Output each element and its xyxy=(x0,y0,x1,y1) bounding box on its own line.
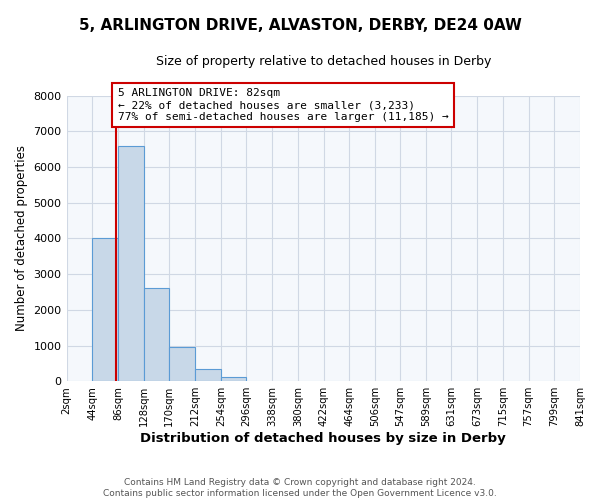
Bar xyxy=(143,288,169,381)
Bar xyxy=(195,370,221,381)
Bar xyxy=(118,146,143,381)
Bar xyxy=(92,238,118,381)
Bar xyxy=(169,348,195,381)
Bar xyxy=(221,377,247,381)
Text: Contains HM Land Registry data © Crown copyright and database right 2024.
Contai: Contains HM Land Registry data © Crown c… xyxy=(103,478,497,498)
Text: 5 ARLINGTON DRIVE: 82sqm
← 22% of detached houses are smaller (3,233)
77% of sem: 5 ARLINGTON DRIVE: 82sqm ← 22% of detach… xyxy=(118,88,449,122)
Title: Size of property relative to detached houses in Derby: Size of property relative to detached ho… xyxy=(155,55,491,68)
Y-axis label: Number of detached properties: Number of detached properties xyxy=(15,146,28,332)
X-axis label: Distribution of detached houses by size in Derby: Distribution of detached houses by size … xyxy=(140,432,506,445)
Text: 5, ARLINGTON DRIVE, ALVASTON, DERBY, DE24 0AW: 5, ARLINGTON DRIVE, ALVASTON, DERBY, DE2… xyxy=(79,18,521,32)
